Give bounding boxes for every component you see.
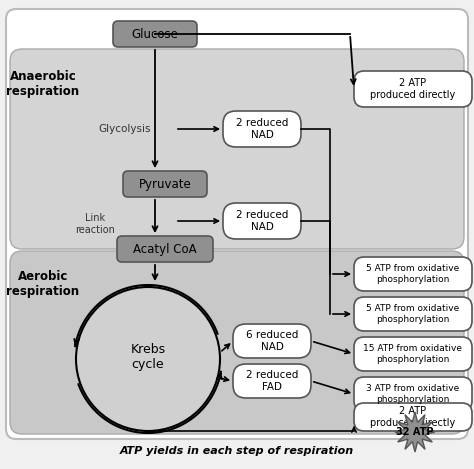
- Text: Link
reaction: Link reaction: [75, 213, 115, 235]
- Text: Glucose: Glucose: [132, 28, 178, 40]
- Text: Glycolysis: Glycolysis: [99, 124, 151, 134]
- Text: 32 ATP: 32 ATP: [396, 427, 434, 437]
- Text: Aerobic
respiration: Aerobic respiration: [7, 270, 80, 298]
- FancyBboxPatch shape: [113, 21, 197, 47]
- FancyBboxPatch shape: [354, 297, 472, 331]
- FancyBboxPatch shape: [6, 9, 468, 439]
- FancyBboxPatch shape: [233, 324, 311, 358]
- Text: 3 ATP from oxidative
phosphorylation: 3 ATP from oxidative phosphorylation: [366, 384, 460, 404]
- Text: 2 ATP
produced directly: 2 ATP produced directly: [370, 78, 456, 100]
- Text: Acatyl CoA: Acatyl CoA: [133, 242, 197, 256]
- FancyBboxPatch shape: [223, 203, 301, 239]
- Text: 2 ATP
produced directly: 2 ATP produced directly: [370, 406, 456, 428]
- FancyBboxPatch shape: [354, 377, 472, 411]
- FancyBboxPatch shape: [354, 71, 472, 107]
- Polygon shape: [395, 412, 435, 452]
- Text: 2 reduced
FAD: 2 reduced FAD: [246, 370, 298, 392]
- FancyBboxPatch shape: [10, 49, 464, 249]
- Text: Krebs
cycle: Krebs cycle: [130, 343, 165, 371]
- FancyBboxPatch shape: [233, 364, 311, 398]
- FancyBboxPatch shape: [117, 236, 213, 262]
- FancyBboxPatch shape: [354, 337, 472, 371]
- Text: 2 reduced
NAD: 2 reduced NAD: [236, 210, 288, 232]
- FancyBboxPatch shape: [354, 257, 472, 291]
- Text: ATP yields in each step of respiration: ATP yields in each step of respiration: [120, 446, 354, 456]
- Circle shape: [76, 287, 220, 431]
- FancyBboxPatch shape: [10, 251, 464, 434]
- FancyBboxPatch shape: [354, 403, 472, 431]
- FancyBboxPatch shape: [123, 171, 207, 197]
- Text: 15 ATP from oxidative
phosphorylation: 15 ATP from oxidative phosphorylation: [364, 344, 463, 363]
- FancyBboxPatch shape: [223, 111, 301, 147]
- Text: 5 ATP from oxidative
phosphorylation: 5 ATP from oxidative phosphorylation: [366, 304, 460, 324]
- Text: 2 reduced
NAD: 2 reduced NAD: [236, 118, 288, 140]
- Text: Pyruvate: Pyruvate: [138, 177, 191, 190]
- Text: 6 reduced
NAD: 6 reduced NAD: [246, 330, 298, 352]
- Text: Anaerobic
respiration: Anaerobic respiration: [7, 70, 80, 98]
- Text: 5 ATP from oxidative
phosphorylation: 5 ATP from oxidative phosphorylation: [366, 265, 460, 284]
